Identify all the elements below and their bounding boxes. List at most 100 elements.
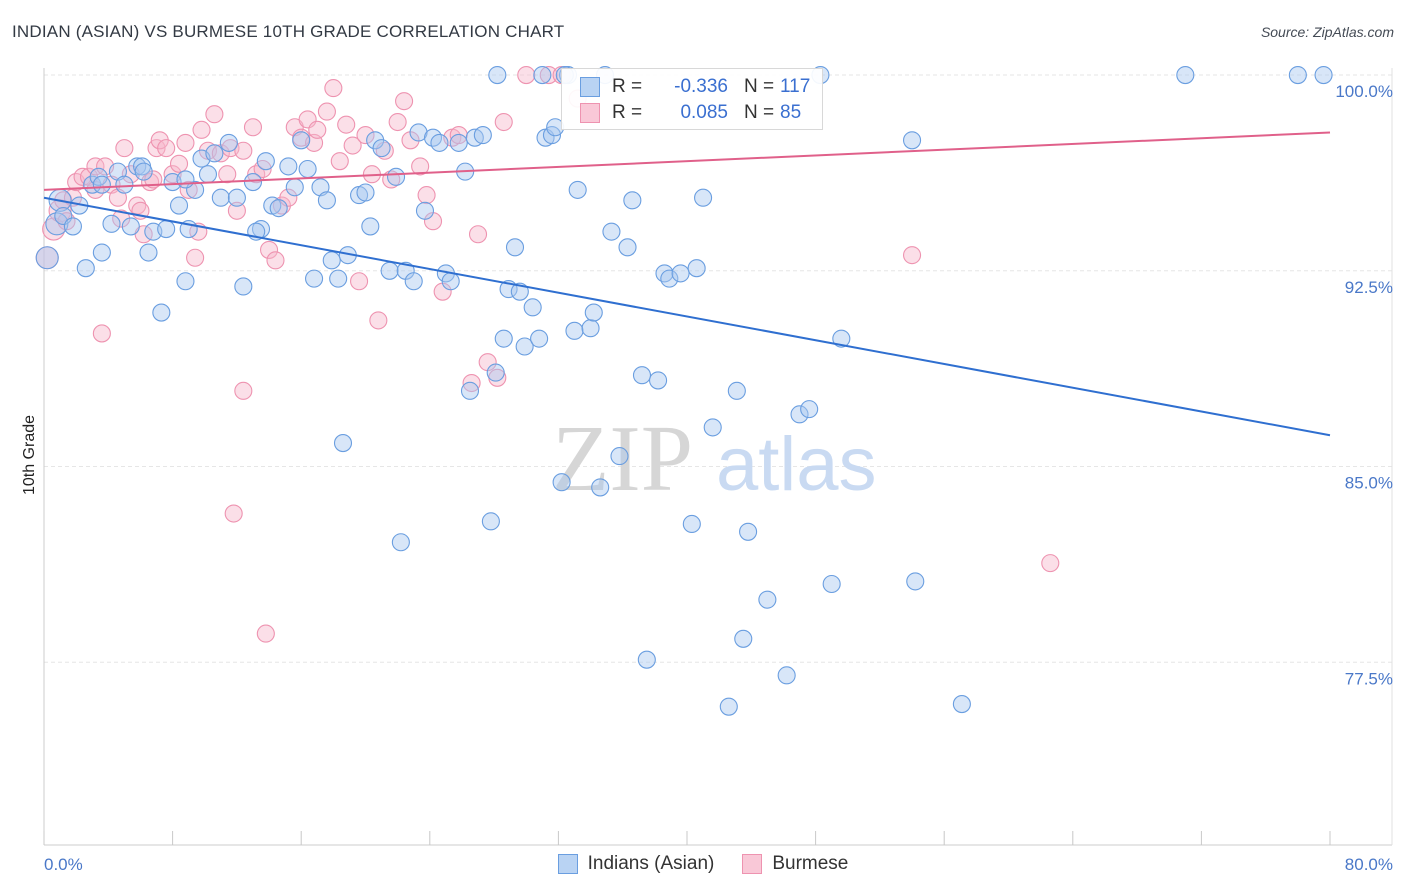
indians-point [610, 447, 629, 466]
legend-r-value-indians: -0.336 [674, 76, 728, 97]
indians-point [460, 381, 480, 400]
indians-point [682, 514, 701, 534]
indians-point [176, 170, 195, 189]
burmese-point [73, 167, 92, 186]
burmese-point [256, 624, 275, 643]
burmese-point [205, 105, 224, 124]
indians-point [134, 162, 153, 181]
indians-point [584, 303, 603, 322]
indians-point [279, 157, 298, 176]
indians-point [632, 366, 652, 385]
indians-point [176, 272, 195, 291]
burmese-point [108, 188, 127, 207]
burmese-point [259, 240, 279, 259]
indians-point [108, 162, 127, 181]
axes [43, 68, 1393, 846]
burmese-point [350, 272, 369, 291]
burmese-point [157, 139, 176, 158]
y-axis-label: 10th Grade [21, 415, 38, 495]
indians-point [356, 183, 375, 202]
y-tick-label: 92.5% [1345, 278, 1393, 297]
indians-point [45, 212, 69, 236]
chart-title: INDIAN (ASIAN) VS BURMESE 10TH GRADE COR… [12, 22, 565, 41]
legend-item-burmese[interactable]: Burmese [742, 853, 848, 875]
burmese-point [234, 381, 253, 400]
indians-point [777, 666, 796, 685]
indians-point [430, 133, 449, 152]
watermark-atlas: atlas [716, 422, 877, 507]
indians-point [139, 243, 158, 262]
indians-point [92, 175, 111, 194]
indians-point [703, 418, 722, 437]
indians-point [243, 173, 263, 192]
burmese-point [388, 112, 407, 132]
indians-point [618, 238, 637, 257]
burmese-point [317, 102, 336, 121]
burmese-point [224, 504, 243, 523]
indians-point [372, 139, 391, 158]
indians-point [333, 434, 353, 453]
indians-point [660, 269, 679, 288]
burmese-point [356, 126, 375, 145]
indians-point [822, 574, 841, 594]
stats-legend: R = -0.336 N = 117 R = 0.085 N = 85 [561, 68, 823, 130]
burmese-point [169, 154, 189, 173]
burmese-points [35, 66, 1060, 643]
indians-point [391, 533, 410, 552]
indians-point [63, 217, 82, 236]
indians-point [515, 337, 534, 356]
burmese-point [218, 165, 237, 184]
burmese-point [92, 324, 111, 343]
indians-point [380, 261, 399, 280]
burmese-point [266, 251, 285, 270]
legend-swatch-burmese [580, 103, 600, 123]
x-tick-label: 80.0% [1345, 855, 1393, 874]
burmese-point [308, 120, 327, 139]
trend-lines [43, 131, 1331, 437]
indians-point [329, 269, 348, 288]
indians-point [952, 695, 971, 714]
indians-point [269, 199, 288, 218]
burmese-point [330, 152, 349, 171]
trend-line-indians [43, 196, 1331, 437]
burmese-point [343, 136, 362, 155]
legend-swatch-indians [557, 854, 578, 874]
legend-r-label: R = [612, 102, 643, 123]
indians-point [169, 196, 189, 215]
indians-point [292, 131, 311, 150]
y-tick-label: 100.0% [1335, 82, 1393, 101]
indians-point [409, 123, 428, 142]
series-legend: Indians (Asian) Burmese [0, 852, 1406, 876]
burmese-point [324, 79, 343, 98]
indians-point [481, 512, 500, 531]
burmese-point [337, 115, 356, 134]
indians-point [35, 246, 59, 270]
burmese-point [494, 112, 513, 132]
indians-point [623, 191, 642, 210]
legend-label-indians: Indians (Asian) [587, 853, 715, 874]
burmese-point [243, 118, 263, 137]
indians-point [906, 572, 925, 591]
indians-point [198, 165, 218, 184]
y-tick-label: 77.5% [1345, 669, 1393, 688]
indians-point [404, 272, 423, 291]
indians-point [565, 321, 584, 340]
burmese-point [411, 157, 430, 176]
grid-lines [44, 74, 1392, 663]
indians-point [832, 329, 851, 348]
indians-point [734, 629, 753, 648]
indians-point [637, 650, 656, 669]
burmese-point [468, 225, 488, 244]
legend-item-indians[interactable]: Indians (Asian) [557, 853, 715, 875]
burmese-point [539, 66, 558, 85]
indians-point [449, 133, 468, 152]
indians-point [361, 217, 380, 236]
legend-n-value-burmese: 85 [780, 102, 802, 123]
indians-point [694, 188, 713, 207]
burmese-point [395, 92, 414, 111]
legend-r-value-burmese: 0.085 [680, 102, 728, 123]
burmese-point [176, 133, 195, 152]
indians-point [790, 405, 809, 424]
legend-label-burmese: Burmese [772, 853, 849, 874]
